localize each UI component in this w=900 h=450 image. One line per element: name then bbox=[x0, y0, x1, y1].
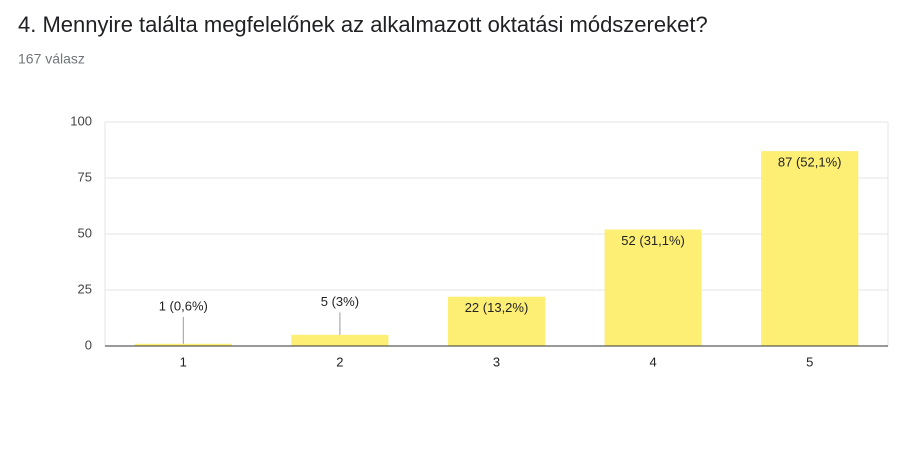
y-tick-label: 100 bbox=[70, 113, 92, 128]
x-tick-label: 5 bbox=[806, 354, 813, 369]
x-tick-label: 4 bbox=[649, 354, 656, 369]
data-label: 22 (13,2%) bbox=[465, 300, 529, 315]
data-label: 87 (52,1%) bbox=[778, 155, 842, 170]
bar bbox=[447, 296, 546, 346]
y-tick-label: 0 bbox=[85, 337, 92, 352]
data-label: 1 (0,6%) bbox=[159, 298, 208, 313]
bar bbox=[291, 334, 389, 346]
x-tick-label: 2 bbox=[336, 354, 343, 369]
x-tick-label: 1 bbox=[180, 354, 187, 369]
bar bbox=[134, 343, 232, 346]
data-label: 5 (3%) bbox=[321, 294, 359, 309]
bar bbox=[761, 151, 859, 346]
data-label: 52 (31,1%) bbox=[621, 233, 685, 248]
y-tick-label: 25 bbox=[78, 281, 92, 296]
y-tick-label: 75 bbox=[78, 169, 92, 184]
bar bbox=[604, 229, 702, 346]
chart-subtitle: 167 válasz bbox=[18, 51, 85, 67]
x-tick-label: 3 bbox=[493, 354, 500, 369]
chart-title: 4. Mennyire találta megfelelőnek az alka… bbox=[18, 12, 708, 37]
y-tick-label: 50 bbox=[78, 225, 92, 240]
